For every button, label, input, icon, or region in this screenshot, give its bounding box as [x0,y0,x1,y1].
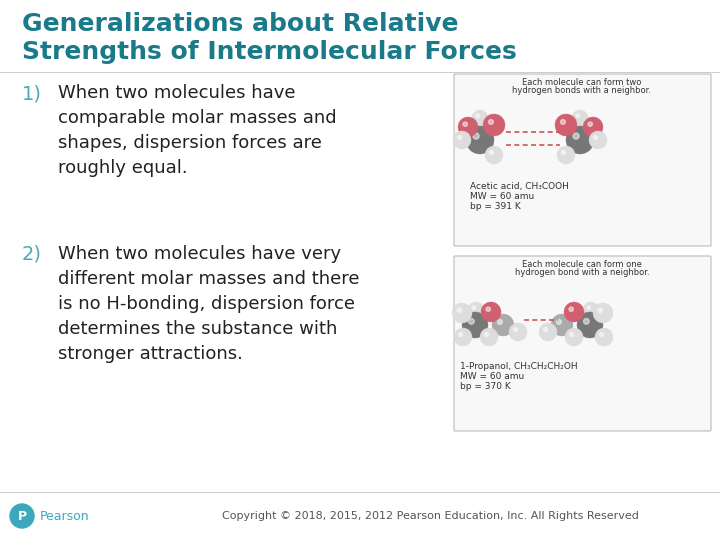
Circle shape [555,114,577,136]
Circle shape [513,327,518,332]
Circle shape [583,302,599,318]
Circle shape [476,114,480,118]
Text: hydrogen bonds with a neighbor.: hydrogen bonds with a neighbor. [513,86,652,95]
Circle shape [485,333,488,336]
Circle shape [458,117,478,137]
Circle shape [490,151,493,154]
Circle shape [588,122,593,126]
Text: P: P [17,510,27,523]
Circle shape [498,320,503,325]
Text: Strengths of Intermolecular Forces: Strengths of Intermolecular Forces [22,40,517,64]
Circle shape [539,323,557,341]
Circle shape [473,133,480,139]
Circle shape [587,306,590,309]
Circle shape [557,320,562,325]
Circle shape [583,117,603,137]
Circle shape [453,131,471,149]
Text: MW = 60 amu: MW = 60 amu [460,372,524,381]
Circle shape [600,333,603,336]
Circle shape [572,110,588,126]
Text: Each molecule can form one: Each molecule can form one [522,260,642,269]
Circle shape [573,133,579,139]
Circle shape [468,302,484,318]
Circle shape [583,319,589,324]
Circle shape [565,328,583,346]
Text: MW = 60 amu: MW = 60 amu [470,192,534,201]
Circle shape [576,114,580,118]
Text: Each molecule can form two: Each molecule can form two [522,78,642,87]
Circle shape [483,114,505,136]
Circle shape [560,119,565,124]
Text: bp = 370 K: bp = 370 K [460,382,510,391]
Circle shape [595,328,613,346]
Circle shape [457,308,462,313]
Circle shape [457,136,462,139]
Circle shape [544,327,547,332]
Text: When two molecules have very
different molar masses and there
is no H-bonding, d: When two molecules have very different m… [58,245,359,363]
Text: Acetic acid, CH₃COOH: Acetic acid, CH₃COOH [470,182,569,191]
Circle shape [488,119,493,124]
Circle shape [566,126,594,154]
FancyBboxPatch shape [454,74,711,246]
Circle shape [557,146,575,164]
Circle shape [570,333,573,336]
Circle shape [564,302,584,322]
Text: 2): 2) [22,245,42,264]
Text: 1): 1) [22,84,42,103]
Circle shape [452,303,472,323]
Text: bp = 391 K: bp = 391 K [470,202,521,211]
Circle shape [462,312,488,338]
Circle shape [486,307,490,312]
Circle shape [569,307,573,312]
Text: 1-Propanol, CH₃CH₂CH₂OH: 1-Propanol, CH₃CH₂CH₂OH [460,362,577,371]
Text: Copyright © 2018, 2015, 2012 Pearson Education, Inc. All Rights Reserved: Copyright © 2018, 2015, 2012 Pearson Edu… [222,511,639,521]
Circle shape [485,146,503,164]
Text: When two molecules have
comparable molar masses and
shapes, dispersion forces ar: When two molecules have comparable molar… [58,84,337,177]
Circle shape [466,126,494,154]
FancyBboxPatch shape [454,256,711,431]
Circle shape [463,122,467,126]
Circle shape [551,314,573,336]
Circle shape [509,323,527,341]
Circle shape [454,328,472,346]
Circle shape [472,110,488,126]
Circle shape [593,303,613,323]
Circle shape [577,312,603,338]
Circle shape [593,136,598,139]
Text: hydrogen bond with a neighbor.: hydrogen bond with a neighbor. [515,268,649,277]
Circle shape [589,131,607,149]
Circle shape [10,504,34,528]
Circle shape [480,328,498,346]
Circle shape [492,314,514,336]
Circle shape [481,302,501,322]
Circle shape [472,306,475,309]
Circle shape [598,308,603,313]
Text: Generalizations about Relative: Generalizations about Relative [22,12,459,36]
Text: Pearson: Pearson [40,510,89,523]
Circle shape [469,319,474,324]
Circle shape [459,333,462,336]
Circle shape [562,151,565,154]
